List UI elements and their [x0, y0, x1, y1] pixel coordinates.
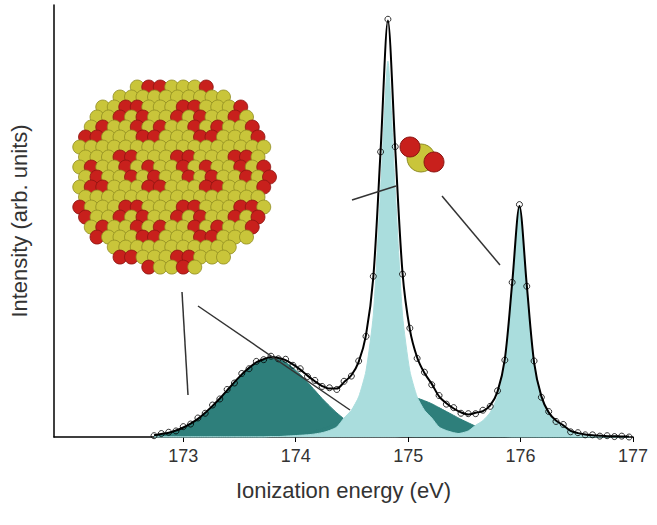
svg-text:Ionization energy (eV): Ionization energy (eV) — [236, 478, 451, 503]
svg-text:Intensity (arb. units): Intensity (arb. units) — [7, 124, 32, 317]
svg-text:174: 174 — [281, 446, 311, 466]
svg-text:177: 177 — [618, 446, 648, 466]
svg-text:176: 176 — [506, 446, 536, 466]
svg-text:175: 175 — [393, 446, 423, 466]
svg-text:173: 173 — [168, 446, 198, 466]
